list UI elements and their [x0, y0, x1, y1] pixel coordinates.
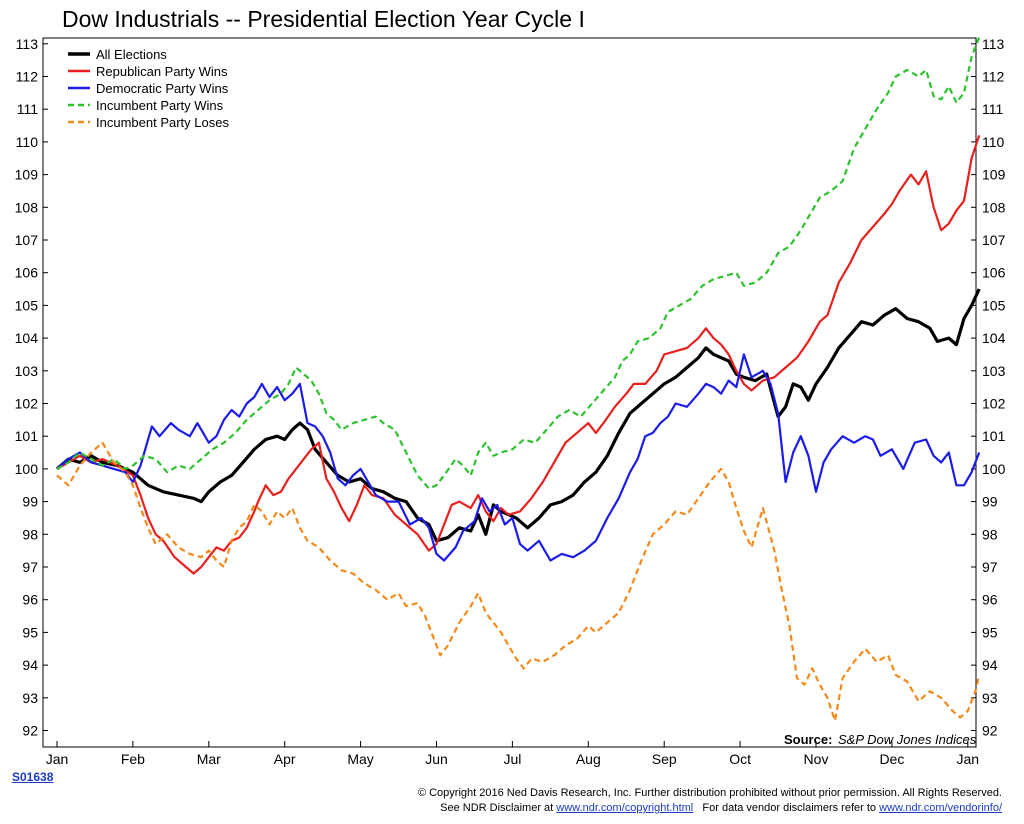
x-tick-label: Jan — [957, 751, 980, 767]
y-tick-label-left: 99 — [22, 494, 38, 510]
series-lines — [55, 36, 981, 722]
x-tick-label: Dec — [879, 751, 904, 767]
legend-label: All Elections — [96, 47, 167, 62]
disclaimer-prefix: See NDR Disclaimer at — [440, 802, 554, 814]
y-tick-label-left: 110 — [16, 134, 39, 150]
y-tick-label-right: 102 — [982, 396, 1006, 412]
disclaimer-line: See NDR Disclaimer at www.ndr.com/copyri… — [418, 801, 1002, 816]
x-tick-label: Oct — [729, 751, 751, 767]
y-tick-label-left: 98 — [22, 526, 38, 542]
y-tick-label-right: 94 — [982, 657, 998, 673]
y-tick-label-right: 95 — [982, 624, 998, 640]
y-tick-label-right: 96 — [982, 592, 998, 608]
y-tick-label-right: 103 — [982, 363, 1006, 379]
y-axis-left: 92 93 94 95 96 97 98 99 100 101 102 103 104 105 106 107… — [15, 36, 48, 739]
vendor-link[interactable]: www.ndr.com/vendorinfo/ — [879, 802, 1002, 814]
y-tick-label-right: 110 — [982, 134, 1005, 150]
x-tick-label: Aug — [576, 751, 601, 767]
series-line-incumbent-party-loses — [56, 441, 981, 722]
x-tick-label: Feb — [121, 751, 145, 767]
y-tick-label-left: 107 — [15, 232, 39, 248]
series-line-all-elections — [55, 288, 981, 543]
y-tick-label-left: 97 — [22, 559, 38, 575]
y-tick-label-left: 101 — [15, 428, 39, 444]
x-axis: Jan Feb Mar Apr May Jun Jul Aug Sep Oct Nov Dec Jan — [46, 741, 979, 767]
y-tick-label-left: 100 — [15, 461, 39, 477]
y-tick-label-left: 92 — [22, 723, 38, 739]
y-tick-label-left: 93 — [22, 690, 38, 706]
source-value: S&P Dow Jones Indices — [838, 732, 977, 747]
legend-label: Incumbent Party Wins — [96, 98, 224, 113]
y-tick-label-right: 100 — [982, 461, 1006, 477]
y-tick-label-right: 106 — [982, 265, 1006, 281]
y-tick-label-left: 113 — [16, 36, 39, 52]
y-tick-label-left: 106 — [15, 265, 39, 281]
y-tick-label-left: 94 — [22, 657, 38, 673]
y-tick-label-right: 109 — [982, 167, 1006, 183]
y-tick-label-left: 102 — [15, 396, 39, 412]
legend-label: Democratic Party Wins — [96, 81, 229, 96]
footer: © Copyright 2016 Ned Davis Research, Inc… — [418, 786, 1002, 816]
y-tick-label-right: 105 — [982, 297, 1006, 313]
x-tick-label: Jun — [425, 751, 448, 767]
series-line-democratic-party-wins — [56, 353, 981, 562]
x-tick-label: Jan — [46, 751, 69, 767]
y-tick-label-right: 113 — [982, 36, 1005, 52]
y-tick-label-right: 111 — [982, 101, 1003, 117]
y-tick-label-left: 108 — [15, 199, 39, 215]
y-tick-label-left: 104 — [15, 330, 39, 346]
y-tick-label-right: 112 — [982, 69, 1005, 85]
y-axis-right: 92 93 94 95 96 97 98 99 100 101 102 103 104 105 106 107… — [971, 36, 1006, 739]
y-tick-label-left: 111 — [17, 101, 38, 117]
plot-frame — [42, 37, 977, 748]
y-tick-label-left: 105 — [15, 297, 39, 313]
x-tick-label: Nov — [804, 751, 829, 767]
chart-title: Dow Industrials -- Presidential Election… — [62, 6, 585, 32]
y-tick-label-right: 93 — [982, 690, 998, 706]
y-tick-label-right: 108 — [982, 199, 1006, 215]
legend-label: Republican Party Wins — [96, 64, 228, 79]
y-tick-label-right: 104 — [982, 330, 1006, 346]
chart-code-link[interactable]: S01638 — [12, 770, 54, 784]
y-tick-label-left: 95 — [22, 624, 38, 640]
source-label: Source: — [784, 732, 832, 747]
copyright-text: © Copyright 2016 Ned Davis Research, Inc… — [417, 787, 1002, 799]
y-tick-label-left: 103 — [15, 363, 39, 379]
x-tick-label: Jul — [503, 751, 521, 767]
y-tick-label-right: 92 — [982, 723, 998, 739]
x-tick-label: Sep — [652, 751, 677, 767]
y-tick-label-right: 101 — [982, 428, 1006, 444]
y-tick-label-left: 109 — [15, 167, 39, 183]
legend-label: Incumbent Party Loses — [96, 115, 229, 130]
legend: All Elections Republican Party Wins Democr… — [68, 47, 229, 130]
y-tick-label-right: 98 — [982, 526, 998, 542]
y-tick-label-right: 97 — [982, 559, 998, 575]
series-line-incumbent-party-wins — [56, 36, 981, 490]
x-tick-label: May — [347, 751, 373, 767]
y-tick-label-left: 96 — [22, 592, 38, 608]
x-tick-label: Mar — [197, 751, 221, 767]
y-tick-label-left: 112 — [16, 69, 39, 85]
y-tick-label-right: 107 — [982, 232, 1006, 248]
vendor-prefix: For data vendor disclaimers refer to — [702, 802, 877, 814]
y-tick-label-right: 99 — [982, 494, 998, 510]
series-line-republican-party-wins — [56, 135, 981, 575]
x-tick-label: Apr — [274, 751, 296, 767]
disclaimer-link[interactable]: www.ndr.com/copyright.html — [556, 802, 694, 814]
